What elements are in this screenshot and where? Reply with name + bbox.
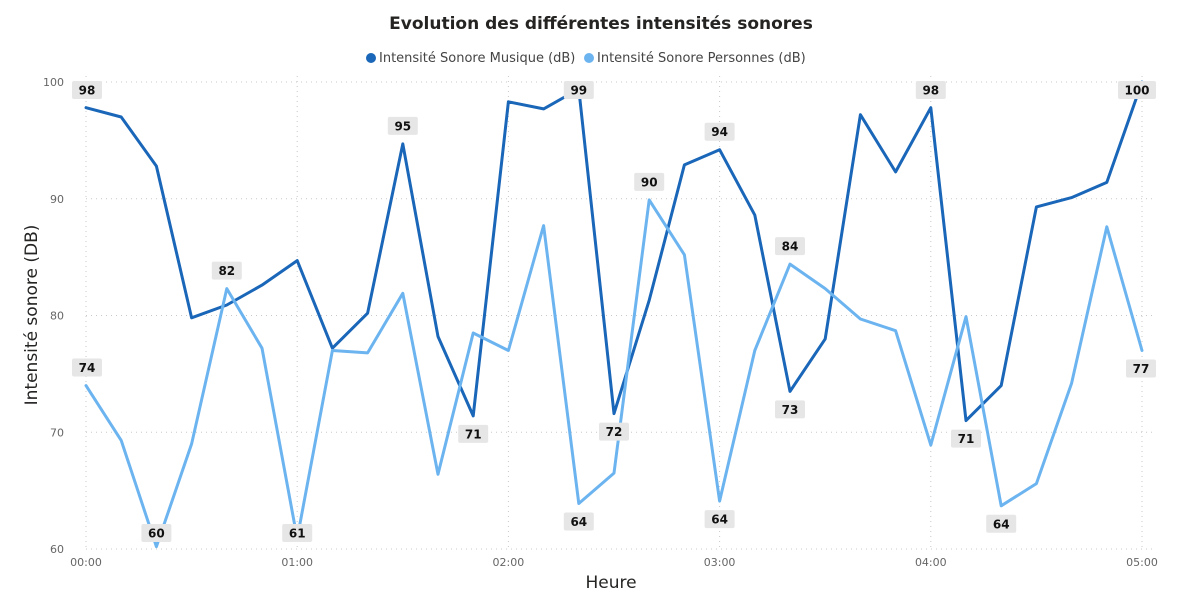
legend-marker-musique: [366, 53, 376, 63]
data-label-text: 84: [782, 240, 799, 254]
series-line-musique[interactable]: [84, 80, 1144, 423]
data-label-background: [704, 122, 735, 141]
data-label-background: [72, 358, 102, 377]
legend: Intensité Sonore Musique (dB) Intensité …: [366, 51, 806, 66]
data-label-text: 82: [218, 264, 235, 278]
data-label: 71: [951, 429, 981, 448]
series-line-personnes[interactable]: [84, 198, 1144, 549]
data-label: 82: [211, 261, 242, 280]
x-tick-label: 00:00: [70, 556, 102, 569]
data-labels: 98 95 71 99 72 94 73 98 71 100 74 60 82 61 64 90 64 84 64 7…: [72, 81, 1156, 542]
data-label: 64: [704, 510, 735, 529]
data-label: 94: [704, 122, 735, 141]
x-axis-ticks: 00:00 01:00 02:00 03:00 04:00 05:00: [70, 556, 1158, 569]
data-label-text: 100: [1124, 84, 1149, 98]
data-label-text: 71: [465, 427, 482, 441]
x-tick-label: 02:00: [493, 556, 525, 569]
data-label-background: [1118, 81, 1156, 99]
x-tick-label: 03:00: [704, 556, 736, 569]
data-label: 72: [599, 422, 629, 441]
data-label-background: [387, 116, 418, 135]
data-label: 77: [1126, 359, 1156, 378]
data-label: 98: [72, 81, 102, 99]
data-label-background: [563, 512, 594, 531]
data-label-background: [775, 400, 805, 419]
data-label-text: 72: [606, 425, 623, 439]
data-label-background: [986, 514, 1017, 533]
data-label-text: 60: [148, 527, 165, 541]
y-tick-label: 100: [43, 76, 64, 89]
data-label-text: 64: [711, 513, 728, 527]
data-label-text: 74: [79, 361, 96, 375]
data-label-background: [775, 237, 805, 256]
data-label: 100: [1118, 81, 1156, 99]
data-label-text: 98: [79, 84, 96, 98]
x-tick-label: 04:00: [915, 556, 947, 569]
x-tick-label: 05:00: [1126, 556, 1158, 569]
data-label: 98: [915, 81, 946, 99]
chart-title: Evolution des différentes intensités son…: [389, 14, 813, 34]
data-label-background: [915, 81, 946, 99]
data-label-background: [458, 424, 489, 443]
data-label-background: [634, 172, 665, 191]
data-label-background: [72, 81, 102, 99]
y-axis-title: Intensité sonore (DB): [22, 225, 42, 406]
x-tick-label: 01:00: [281, 556, 313, 569]
data-label-text: 71: [958, 432, 975, 446]
data-label-text: 90: [641, 175, 658, 189]
legend-label-musique[interactable]: Intensité Sonore Musique (dB): [379, 51, 575, 66]
data-label-text: 95: [394, 119, 411, 133]
data-label: 84: [775, 237, 805, 256]
data-label-text: 99: [570, 84, 587, 98]
y-tick-label: 70: [50, 426, 64, 439]
data-label-background: [282, 524, 313, 542]
data-label-text: 98: [922, 84, 939, 98]
data-label: 99: [563, 81, 594, 99]
data-label-text: 64: [993, 517, 1010, 531]
data-label-background: [704, 510, 735, 529]
legend-marker-personnes: [584, 53, 594, 63]
data-label-background: [563, 81, 594, 99]
data-label-text: 61: [289, 527, 306, 541]
data-label-background: [599, 422, 629, 441]
data-label: 74: [72, 358, 102, 377]
data-label-background: [1126, 359, 1156, 378]
data-label-text: 94: [711, 125, 728, 139]
data-label: 95: [387, 116, 418, 135]
data-label: 90: [634, 172, 665, 191]
data-label: 73: [775, 400, 805, 419]
y-tick-label: 90: [50, 193, 64, 206]
data-label: 60: [141, 524, 172, 542]
data-label: 64: [563, 512, 594, 531]
data-label-text: 64: [570, 515, 587, 529]
data-label-text: 73: [782, 403, 799, 417]
data-label-background: [211, 261, 242, 280]
series-lines: [84, 80, 1144, 549]
data-label: 61: [282, 524, 313, 542]
x-axis-title: Heure: [585, 573, 636, 593]
y-axis-ticks: 60 70 80 90 100: [43, 76, 64, 556]
data-label: 64: [986, 514, 1017, 533]
legend-label-personnes[interactable]: Intensité Sonore Personnes (dB): [597, 51, 806, 66]
data-label: 71: [458, 424, 489, 443]
data-label-background: [951, 429, 981, 448]
gridlines: [85, 76, 1152, 550]
data-label-text: 77: [1133, 362, 1150, 376]
y-tick-label: 60: [50, 543, 64, 556]
data-label-background: [141, 524, 172, 542]
y-tick-label: 80: [50, 310, 64, 323]
